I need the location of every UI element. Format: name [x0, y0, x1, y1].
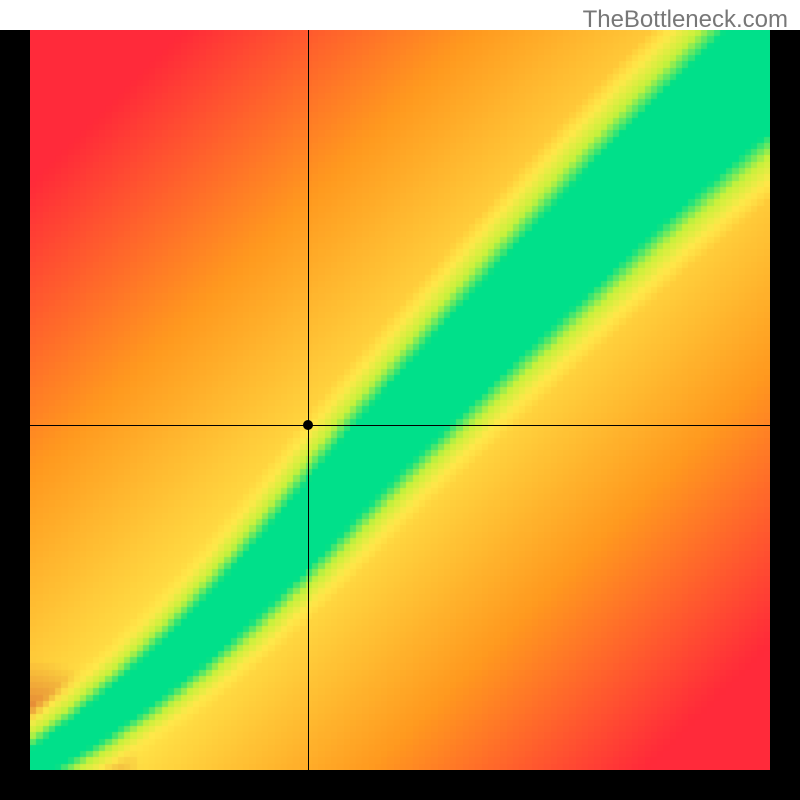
watermark-text: TheBottleneck.com [583, 6, 788, 34]
crosshair-vertical [308, 30, 309, 770]
crosshair-marker [303, 420, 313, 430]
heatmap-canvas [30, 30, 770, 770]
crosshair-horizontal [30, 425, 770, 426]
chart-outer-frame [0, 30, 800, 800]
heatmap-plot [30, 30, 770, 770]
